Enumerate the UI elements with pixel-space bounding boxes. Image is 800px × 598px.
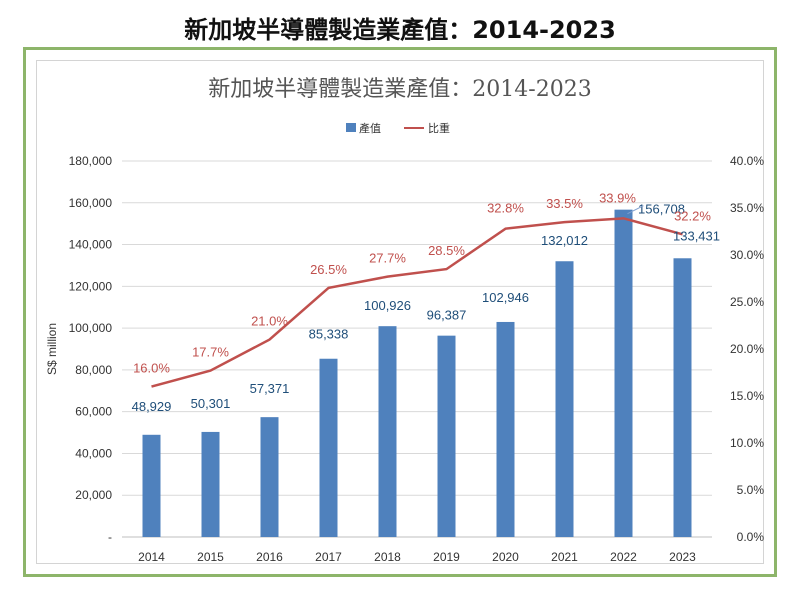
y-tick-label: - — [108, 530, 112, 544]
line-value-label: 21.0% — [251, 314, 288, 329]
y2-tick-label: 10.0% — [730, 436, 764, 450]
y-axis-label: S$ million — [45, 323, 59, 375]
share-line — [151, 217, 683, 388]
bar — [673, 258, 692, 537]
bar-value-label: 100,926 — [364, 298, 411, 313]
line-value-label: 17.7% — [192, 345, 229, 360]
x-tick-label: 2015 — [197, 550, 224, 564]
x-tick-label: 2021 — [551, 550, 578, 564]
bar-value-label: 96,387 — [427, 308, 467, 323]
page-heading: 新加坡半導體製造業產值：2014-2023 — [184, 16, 616, 44]
x-tick-label: 2018 — [374, 550, 401, 564]
chart-title: 新加坡半導體製造業產值：2014-2023 — [208, 77, 591, 102]
x-tick-label: 2022 — [610, 550, 637, 564]
y2-tick-label: 5.0% — [737, 483, 765, 497]
y2-tick-label: 15.0% — [730, 389, 764, 403]
legend-label-bar: 產值 — [359, 121, 381, 135]
y-tick-label: 140,000 — [69, 238, 113, 252]
line-value-label: 27.7% — [369, 251, 406, 266]
bar — [614, 209, 633, 537]
y-tick-label: 80,000 — [75, 363, 112, 377]
x-tick-label: 2014 — [138, 550, 165, 564]
y-tick-label: 160,000 — [69, 196, 113, 210]
y-tick-label: 180,000 — [69, 154, 113, 168]
bar — [437, 335, 456, 537]
x-tick-label: 2019 — [433, 550, 460, 564]
bar — [201, 431, 220, 537]
line-value-label: 33.5% — [546, 196, 583, 211]
y-tick-label: 20,000 — [75, 488, 112, 502]
bar — [555, 261, 574, 537]
line-value-label: 26.5% — [310, 262, 347, 277]
legend-swatch-bar — [346, 123, 356, 132]
y2-tick-label: 25.0% — [730, 295, 764, 309]
line-value-label: 16.0% — [133, 361, 170, 376]
legend-label-line: 比重 — [428, 121, 450, 135]
line-value-label: 32.8% — [487, 201, 524, 216]
bar-value-label: 156,708 — [638, 202, 685, 217]
bar-value-label: 133,431 — [673, 228, 720, 243]
x-tick-label: 2016 — [256, 550, 283, 564]
bar-value-label: 48,929 — [132, 399, 172, 414]
line-value-label: 32.2% — [674, 208, 711, 223]
chart-inner-border — [36, 60, 764, 564]
y-tick-label: 40,000 — [75, 446, 112, 460]
x-tick-label: 2017 — [315, 550, 342, 564]
y-tick-label: 100,000 — [69, 321, 113, 335]
y-tick-label: 60,000 — [75, 405, 112, 419]
bar-value-label: 102,946 — [482, 290, 529, 305]
bar-value-label: 132,012 — [541, 233, 588, 248]
line-value-label: 28.5% — [428, 243, 465, 258]
y2-tick-label: 40.0% — [730, 154, 764, 168]
y2-tick-label: 0.0% — [737, 530, 765, 544]
y2-tick-label: 30.0% — [730, 248, 764, 262]
bar-label-leader — [627, 205, 644, 215]
line-value-label: 33.9% — [599, 190, 636, 205]
bar — [142, 434, 161, 537]
bar-value-label: 57,371 — [250, 381, 290, 396]
y2-tick-label: 20.0% — [730, 342, 764, 356]
bar — [319, 358, 338, 537]
bar-value-label: 85,338 — [309, 327, 349, 342]
y2-tick-label: 35.0% — [730, 201, 764, 215]
bar-value-label: 50,301 — [191, 396, 231, 411]
y-tick-label: 120,000 — [69, 279, 113, 293]
bar — [260, 417, 279, 537]
bar — [378, 326, 397, 537]
x-tick-label: 2023 — [669, 550, 696, 564]
x-tick-label: 2020 — [492, 550, 519, 564]
bar — [496, 321, 515, 537]
